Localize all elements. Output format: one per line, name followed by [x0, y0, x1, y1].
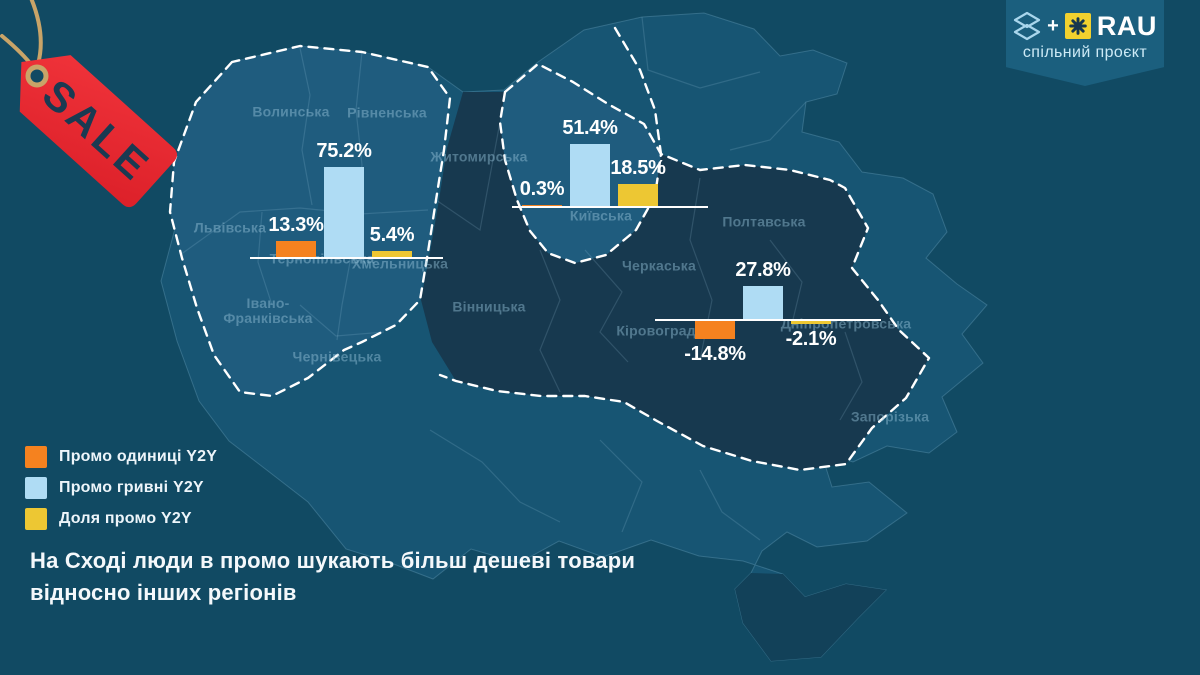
macroregion-center-east: [421, 92, 929, 470]
chart-bar-value-label: 51.4%: [562, 117, 618, 140]
chart-slot: 18.5%: [610, 96, 666, 264]
chart-bar-value-label: -14.8%: [684, 342, 746, 365]
chart-slot: 75.2%: [316, 140, 372, 315]
chart-bar: [276, 241, 316, 257]
chart-west: 13.3% 75.2% 5.4%: [250, 140, 443, 315]
logo-banner: + RAU спільний проєкт: [1006, 0, 1164, 86]
region-label: Івано-Франківська: [223, 294, 313, 326]
chart-baseline: [250, 257, 443, 259]
region-label: Запорізька: [850, 408, 930, 425]
region-label: Полтавська: [722, 213, 806, 230]
chart-slot: -2.1%: [786, 209, 837, 377]
logo-subtitle: спільний проєкт: [1022, 44, 1148, 61]
caption: На Сході люди в промо шукають більш деше…: [30, 548, 636, 605]
crimea-silhouette: [735, 573, 886, 661]
region-label: Вінницька: [452, 298, 526, 315]
tag-grommet: [25, 64, 49, 88]
asterisk-star-icon: [1064, 13, 1091, 39]
rope: [0, 0, 43, 69]
region-label: Львівська: [193, 219, 267, 236]
chart-bar: [791, 321, 831, 324]
chart-bar-value-label: -2.1%: [785, 327, 837, 350]
macroregion-west: [170, 46, 450, 396]
chart-bar-value-label: 18.5%: [610, 156, 666, 179]
chart-bar: [618, 183, 658, 206]
legend-item: Промо гривні Y2Y: [25, 477, 217, 499]
chart-bar: [570, 144, 610, 206]
legend-item-label: Промо одиниці Y2Y: [59, 448, 218, 465]
legend-swatch: [25, 477, 47, 499]
sale-tag: SALE: [0, 0, 178, 208]
region-label: Чернівецька: [292, 348, 382, 365]
shop-diamond-icon: [1014, 11, 1041, 41]
dashed-boundaries: [168, 26, 931, 472]
legend-item-label: Доля промо Y2Y: [59, 510, 192, 527]
chart-slot: 51.4%: [562, 96, 618, 264]
region-label: Черкаська: [622, 257, 696, 274]
chart-slot: 5.4%: [370, 147, 414, 315]
chart-bar-value-label: 75.2%: [316, 139, 372, 162]
region-label: Київська: [569, 207, 633, 224]
chart-slot: 13.3%: [268, 147, 324, 315]
chart-bar-value-label: 5.4%: [369, 223, 415, 246]
chart-east: -14.8% 27.8% -2.1%: [655, 209, 881, 377]
chart-slot: 27.8%: [735, 209, 791, 377]
legend: Промо одиниці Y2Y Промо гривні Y2Y Доля пр…: [25, 446, 217, 530]
chart-kyiv-center: 0.3% 51.4% 18.5%: [512, 96, 708, 264]
chart-slot: -14.8%: [684, 209, 746, 377]
chart-baseline: [512, 206, 708, 208]
chart-bar-value-label: 0.3%: [519, 178, 565, 200]
region-label: Житомирська: [430, 148, 528, 165]
logo-row: + RAU: [1013, 11, 1157, 41]
legend-item: Доля промо Y2Y: [25, 508, 217, 530]
chart-slot: 0.3%: [520, 96, 564, 264]
region-label: Рівненська: [347, 104, 427, 121]
chart-bar: [372, 250, 412, 257]
brand-name: RAU: [1096, 10, 1157, 41]
chart-baseline: [655, 319, 881, 321]
chart-bar: [695, 321, 735, 339]
oblast-borders: [179, 16, 863, 541]
legend-item: Промо одиниці Y2Y: [25, 446, 217, 468]
legend-swatch: [25, 446, 47, 468]
legend-item-label: Промо гривні Y2Y: [59, 479, 204, 496]
chart-bar-value-label: 13.3%: [268, 214, 324, 237]
chart-bar: [522, 205, 562, 206]
chart-bar: [324, 166, 364, 257]
legend-swatch: [25, 508, 47, 530]
region-label: Волинська: [252, 103, 330, 120]
chart-bar: [743, 285, 783, 319]
region-label: Хмельницька: [351, 255, 449, 272]
chart-bar-value-label: 27.8%: [735, 258, 791, 281]
plus-sign: +: [1047, 15, 1059, 37]
